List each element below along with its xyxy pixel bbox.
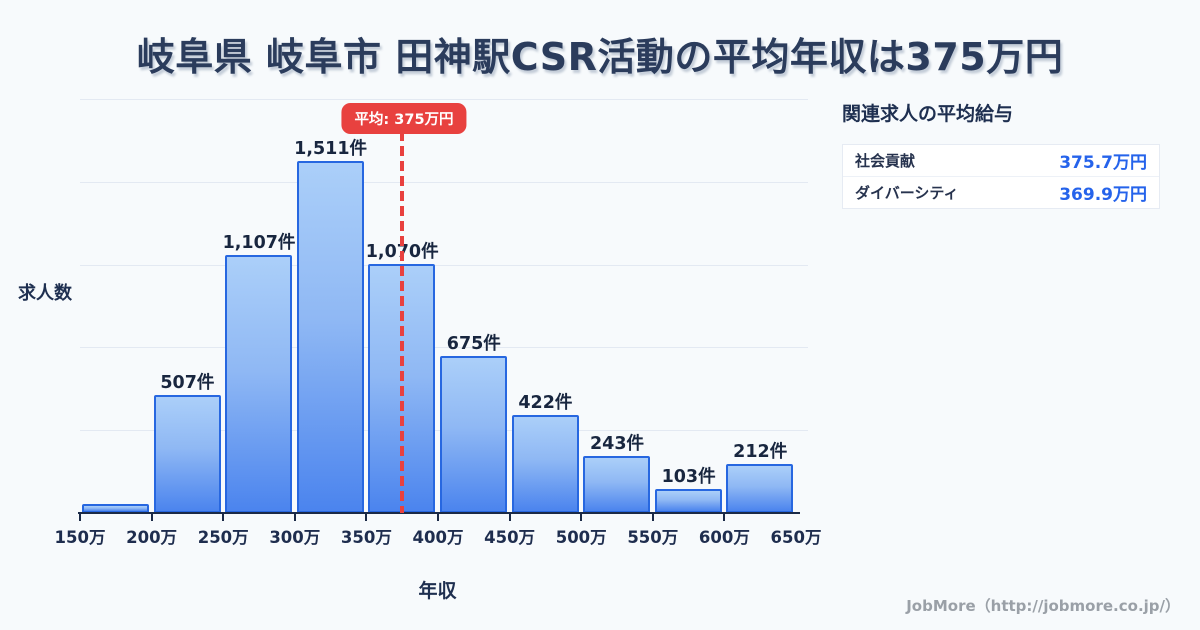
axis-tick-label: 300万 [269,528,321,547]
axis-tick [293,514,296,521]
axis-tick-label: 150万 [54,528,106,547]
axis-tick-label: 500万 [555,528,607,547]
related-jobs-panel-title: 関連求人の平均給与 [842,103,1014,125]
histogram-bar [583,456,651,513]
bar-count-label: 507件 [160,372,215,393]
histogram-bar [296,161,364,513]
axis-tick-label: 600万 [698,528,750,547]
axis-tick [150,514,153,521]
row-label: 社会貢献 [855,152,916,170]
bar-count-label: 103件 [661,467,716,487]
y-axis-title: 求人数 [18,283,72,304]
site-credit: JobMore（http://jobmore.co.jp/） [906,597,1180,615]
histogram-bar [153,394,221,513]
related-jobs-table: 社会貢献 375.7万円 ダイバーシティ 369.9万円 [842,144,1160,209]
bar-count-label: 243件 [589,434,645,455]
bar-count-label: 1,511件 [294,139,368,159]
axis-tick [222,514,225,521]
axis-tick-label: 250万 [197,528,249,547]
gridline [80,181,808,183]
gridline [80,347,808,349]
table-row: 社会貢献 375.7万円 [843,145,1159,176]
average-line [400,131,404,513]
histogram-bar [225,255,293,513]
x-axis-title: 年収 [418,580,457,602]
average-badge: 平均: 375万円 [341,103,467,134]
axis-tick [508,514,511,521]
row-label: ダイバーシティ [855,184,959,202]
axis-tick [651,514,654,521]
table-row: ダイバーシティ 369.9万円 [843,176,1159,208]
axis-tick [79,514,81,521]
bar-count-label: 212件 [733,441,788,462]
axis-tick-label: 200万 [126,528,178,547]
axis-tick-label: 400万 [412,528,464,547]
bar-count-label: 675件 [446,333,501,354]
axis-tick-label: 650万 [770,528,822,547]
row-value: 375.7万円 [1059,153,1147,173]
axis-tick [723,514,726,521]
histogram-bar [654,489,722,513]
histogram-bar [511,414,579,513]
histogram-bar [440,355,508,513]
axis-tick [580,514,583,521]
page-title: 岐阜県 岐阜市 田神駅CSR活動の平均年収は375万円 [136,35,1064,79]
axis-tick-label: 550万 [627,528,679,547]
axis-tick-label: 450万 [484,528,536,547]
gridline [80,264,808,266]
axis-tick-label: 350万 [340,528,392,547]
row-value: 369.9万円 [1059,185,1147,205]
histogram-bar [726,463,794,513]
bar-count-label: 1,107件 [222,233,296,254]
axis-tick [365,514,368,521]
axis-tick [437,514,439,521]
x-axis-line [78,511,800,514]
bar-count-label: 422件 [518,392,573,413]
gridline [80,99,808,100]
